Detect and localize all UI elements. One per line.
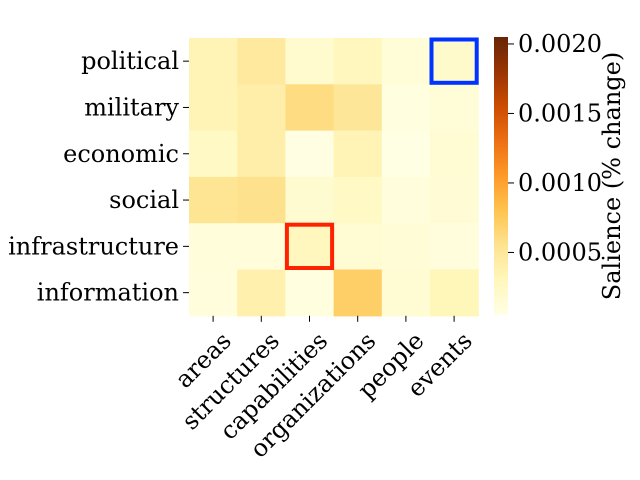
- row-label-information: information: [37, 279, 179, 307]
- cell-economic-structures: [237, 130, 286, 178]
- colorbar-tick-label: 0.0015: [518, 99, 602, 127]
- cell-military-capabilities: [285, 84, 335, 132]
- cell-political-areas: [189, 38, 238, 85]
- column-tick-labels: areasstructurescapabilitiesorganizations…: [170, 315, 478, 463]
- cell-infrastructure-people: [381, 223, 431, 271]
- cell-information-people: [381, 269, 431, 317]
- row-label-military: military: [84, 93, 179, 121]
- cell-political-capabilities: [285, 38, 335, 85]
- cell-social-capabilities: [285, 176, 335, 224]
- cell-information-events: [430, 269, 479, 317]
- highlight-box-political-events: [429, 37, 479, 85]
- cell-infrastructure-capabilities: [285, 223, 335, 271]
- cell-political-events: [430, 38, 479, 85]
- cell-military-people: [381, 84, 431, 132]
- cell-social-events: [430, 176, 479, 224]
- cell-information-structures: [237, 269, 286, 317]
- colorbar-label: Salience (% change): [598, 52, 626, 300]
- colorbar-gradient: [494, 37, 508, 315]
- colorbar-tick-label: 0.0005: [518, 238, 602, 266]
- cell-infrastructure-organizations: [333, 223, 383, 271]
- colorbar: 0.0005 0.0010 0.0015 0.0020 Salience (% cha…: [494, 30, 626, 315]
- cell-political-organizations: [333, 38, 383, 85]
- row-label-infrastructure: infrastructure: [8, 232, 179, 260]
- cell-infrastructure-areas: [189, 223, 238, 271]
- heatmap-cells: [189, 38, 479, 317]
- cell-military-structures: [237, 84, 286, 132]
- row-label-economic: economic: [63, 140, 179, 168]
- row-tick-labels: political military economic social infrastru…: [8, 47, 189, 307]
- highlight-boxes: [284, 37, 479, 270]
- row-label-political: political: [81, 47, 179, 75]
- cell-economic-organizations: [333, 130, 383, 178]
- highlight-box-infrastructure-capabilities: [284, 222, 335, 270]
- cell-economic-capabilities: [285, 130, 335, 178]
- cell-social-structures: [237, 176, 286, 224]
- cell-social-organizations: [333, 176, 383, 224]
- cell-economic-events: [430, 130, 479, 178]
- cell-political-structures: [237, 38, 286, 85]
- cell-military-events: [430, 84, 479, 132]
- cell-military-areas: [189, 84, 238, 132]
- cell-political-people: [381, 38, 431, 85]
- cell-social-people: [381, 176, 431, 224]
- cell-infrastructure-structures: [237, 223, 286, 271]
- cell-military-organizations: [333, 84, 383, 132]
- cell-economic-people: [381, 130, 431, 178]
- cell-economic-areas: [189, 130, 238, 178]
- cell-information-capabilities: [285, 269, 335, 317]
- cell-information-areas: [189, 269, 238, 317]
- colorbar-tick-label: 0.0020: [518, 30, 602, 58]
- colorbar-tick-label: 0.0010: [518, 169, 602, 197]
- cell-infrastructure-events: [430, 223, 479, 271]
- cell-information-organizations: [333, 269, 383, 317]
- cell-social-areas: [189, 176, 238, 224]
- colorbar-ticks: 0.0005 0.0010 0.0015 0.0020: [508, 30, 602, 266]
- row-label-social: social: [109, 186, 179, 214]
